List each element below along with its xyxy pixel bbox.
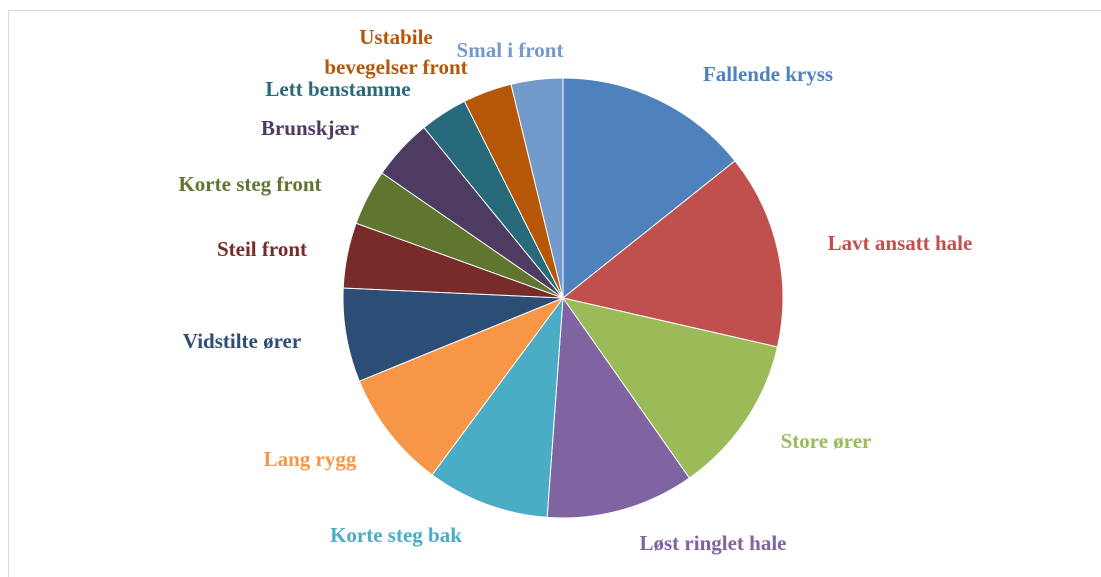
slice-label: Lett benstamme [265,77,411,101]
slice-label: Lavt ansatt hale [827,231,973,255]
slice-label: Korte steg front [178,172,322,196]
slice-label: Vidstilte ører [182,329,302,353]
slice-label: Fallende kryss [702,62,834,86]
slice-label: Smal i front [456,38,564,62]
pie-slice [561,297,779,479]
slice-label: Ustabile bevegelser front [324,25,468,79]
pie-slice [546,296,691,519]
slice-label: Lang rygg [263,447,357,471]
pie-slice [510,77,564,299]
pie-slice [561,160,784,348]
slice-label: Store ører [780,429,872,453]
slice-label: Korte steg bak [330,523,462,547]
pie-slice [562,77,736,300]
pie-slice [431,296,564,518]
chart-border [8,10,1101,577]
slice-label: Løst ringlet hale [639,531,787,555]
slice-label: Steil front [216,237,308,261]
pie-slice [358,296,565,476]
slice-label: Brunskjær [260,116,360,140]
